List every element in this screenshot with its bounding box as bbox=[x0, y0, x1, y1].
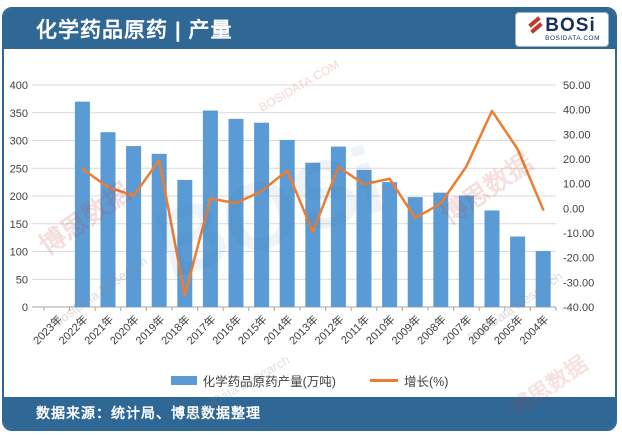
left-axis-label: 0 bbox=[22, 302, 28, 314]
left-axis-label: 150 bbox=[10, 219, 28, 231]
right-axis-label: -10.00 bbox=[563, 228, 594, 240]
left-axis-label: 200 bbox=[10, 191, 28, 203]
legend-item-growth: 增长(%) bbox=[369, 371, 449, 390]
bar-2019年 bbox=[151, 153, 167, 307]
bar-2017年 bbox=[202, 110, 218, 307]
right-axis-label: 0.00 bbox=[563, 203, 584, 215]
bosi-logo: BOSi BOSIDATA.COM bbox=[515, 11, 609, 47]
right-axis-label: 10.00 bbox=[563, 179, 591, 191]
chart-card: 化学药品原药 | 产量 BOSi BOSIDATA.COM BOSi 博思数据 … bbox=[2, 7, 617, 431]
footer-bar: 数据来源：统计局、博思数据整理 bbox=[4, 397, 615, 429]
bar-2018年 bbox=[177, 179, 193, 307]
bar-2013年 bbox=[305, 162, 321, 307]
right-axis-label: -20.00 bbox=[563, 253, 594, 265]
bar-2007年 bbox=[458, 195, 474, 307]
left-axis-label: 50 bbox=[16, 274, 28, 286]
bar-2005年 bbox=[510, 236, 526, 307]
bar-2004年 bbox=[535, 250, 551, 307]
bar-2016年 bbox=[228, 118, 244, 307]
left-axis-label: 400 bbox=[10, 80, 28, 92]
bar-2021年 bbox=[100, 132, 116, 307]
right-axis-label: -40.00 bbox=[563, 302, 594, 314]
growth-line bbox=[81, 109, 545, 297]
page-title: 化学药品原药 | 产量 bbox=[36, 19, 233, 42]
bar-2020年 bbox=[126, 146, 142, 307]
bar-2009年 bbox=[407, 197, 423, 307]
x-label-2012年: 2012年 bbox=[312, 312, 347, 347]
chart-area: BOSi 博思数据 博思数据 BosiData Research BosiDat… bbox=[4, 49, 615, 422]
right-axis-label: 40.00 bbox=[563, 105, 591, 117]
bar-2006年 bbox=[484, 210, 500, 307]
header-bar: 化学药品原药 | 产量 BOSi BOSIDATA.COM bbox=[4, 9, 615, 49]
legend: 化学药品原药产量(万吨) 增长(%) bbox=[4, 367, 615, 393]
right-axis-label: 50.00 bbox=[563, 80, 591, 92]
bar-2011年 bbox=[356, 169, 372, 307]
left-axis-label: 300 bbox=[10, 136, 28, 148]
logo-site: BOSIDATA.COM bbox=[545, 34, 600, 42]
legend-bar-swatch bbox=[170, 375, 197, 385]
bar-2010年 bbox=[382, 182, 398, 307]
right-axis-label: 30.00 bbox=[563, 129, 591, 141]
right-axis-label: -30.00 bbox=[563, 277, 594, 289]
right-axis-label: 20.00 bbox=[563, 154, 591, 166]
left-axis-label: 350 bbox=[10, 108, 28, 120]
x-label-2004年: 2004年 bbox=[516, 312, 551, 347]
legend-item-production: 化学药品原药产量(万吨) bbox=[170, 371, 336, 390]
logo-stripes-icon bbox=[528, 16, 544, 34]
bar-2022年 bbox=[74, 101, 90, 308]
combo-chart: 400 350 300 250 200 150 100 50 0 50.00 40.00 30.00 2… bbox=[10, 80, 595, 347]
left-axis-label: 250 bbox=[10, 163, 28, 175]
bar-2014年 bbox=[279, 139, 295, 307]
data-source-text: 数据来源：统计局、博思数据整理 bbox=[36, 405, 261, 421]
bar-2008年 bbox=[433, 192, 449, 307]
bar-2015年 bbox=[254, 122, 270, 308]
legend-line-label: 增长(%) bbox=[403, 374, 449, 389]
logo-brand: BOSi bbox=[545, 14, 596, 36]
legend-bar-label: 化学药品原药产量(万吨) bbox=[202, 374, 336, 389]
legend-line-swatch bbox=[369, 378, 398, 382]
bar-2012年 bbox=[330, 146, 346, 307]
left-axis-label: 100 bbox=[10, 247, 28, 259]
